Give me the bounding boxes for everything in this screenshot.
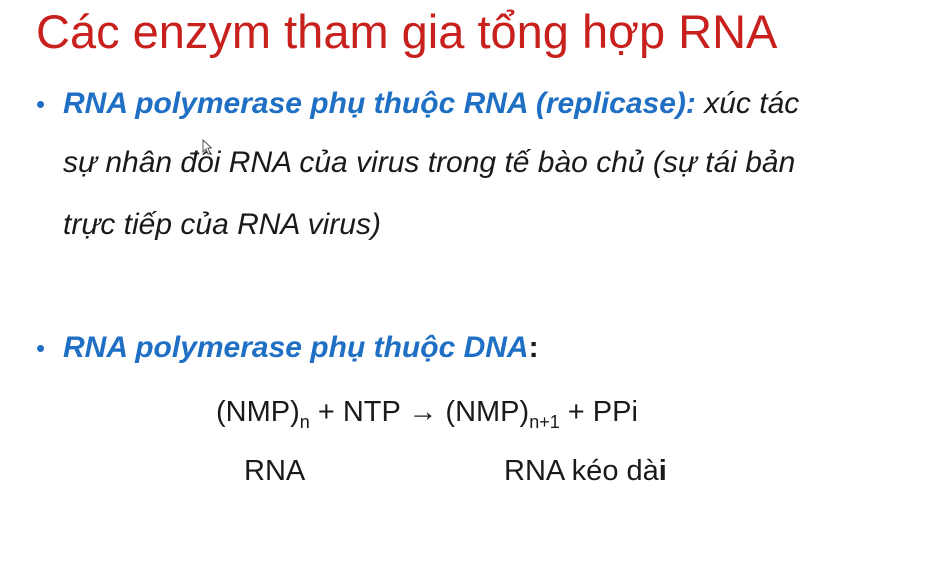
bullet-1-line-3: trực tiếp của RNA virus) [63, 208, 381, 241]
bullet-2-term: RNA polymerase phụ thuộc DNA [63, 331, 529, 364]
bullet-2-marker: • [36, 333, 46, 363]
equation-middle: + NTP → [309, 396, 446, 428]
bullet-2-line: RNA polymerase phụ thuộc DNA: [63, 330, 539, 366]
equation-left: (NMP) [216, 396, 300, 428]
equation-right: (NMP) [445, 396, 530, 428]
bullet-1-line-1: RNA polymerase phụ thuộc RNA (replicase)… [63, 86, 799, 122]
bullet-1-term: RNA polymerase phụ thuộc RNA (replicase)… [63, 87, 696, 120]
bullet-1-marker: • [36, 89, 46, 119]
equation-label-extended-rna: RNA kéo dài [504, 453, 667, 489]
equation-label-rna: RNA [244, 455, 306, 487]
equation-left-subscript: n [299, 412, 310, 432]
label-extended-rna-last-letter: i [658, 455, 667, 487]
bullet-1-line-2: sự nhân đôi RNA của virus trong tế bào c… [63, 146, 796, 179]
reaction-equation: (NMP)n + NTP → (NMP)n+1 + PPi [216, 394, 638, 440]
bullet-2-colon: : [528, 331, 539, 364]
equation-tail: + PPi [559, 396, 638, 428]
label-extended-rna-text: RNA kéo dà [504, 455, 659, 487]
slide-title: Các enzym tham gia tổng hợp RNA [36, 5, 778, 58]
bullet-1-desc-line-1: xúc tác [695, 87, 800, 120]
equation-right-subscript: n+1 [529, 412, 560, 432]
mouse-pointer-icon [202, 139, 212, 155]
